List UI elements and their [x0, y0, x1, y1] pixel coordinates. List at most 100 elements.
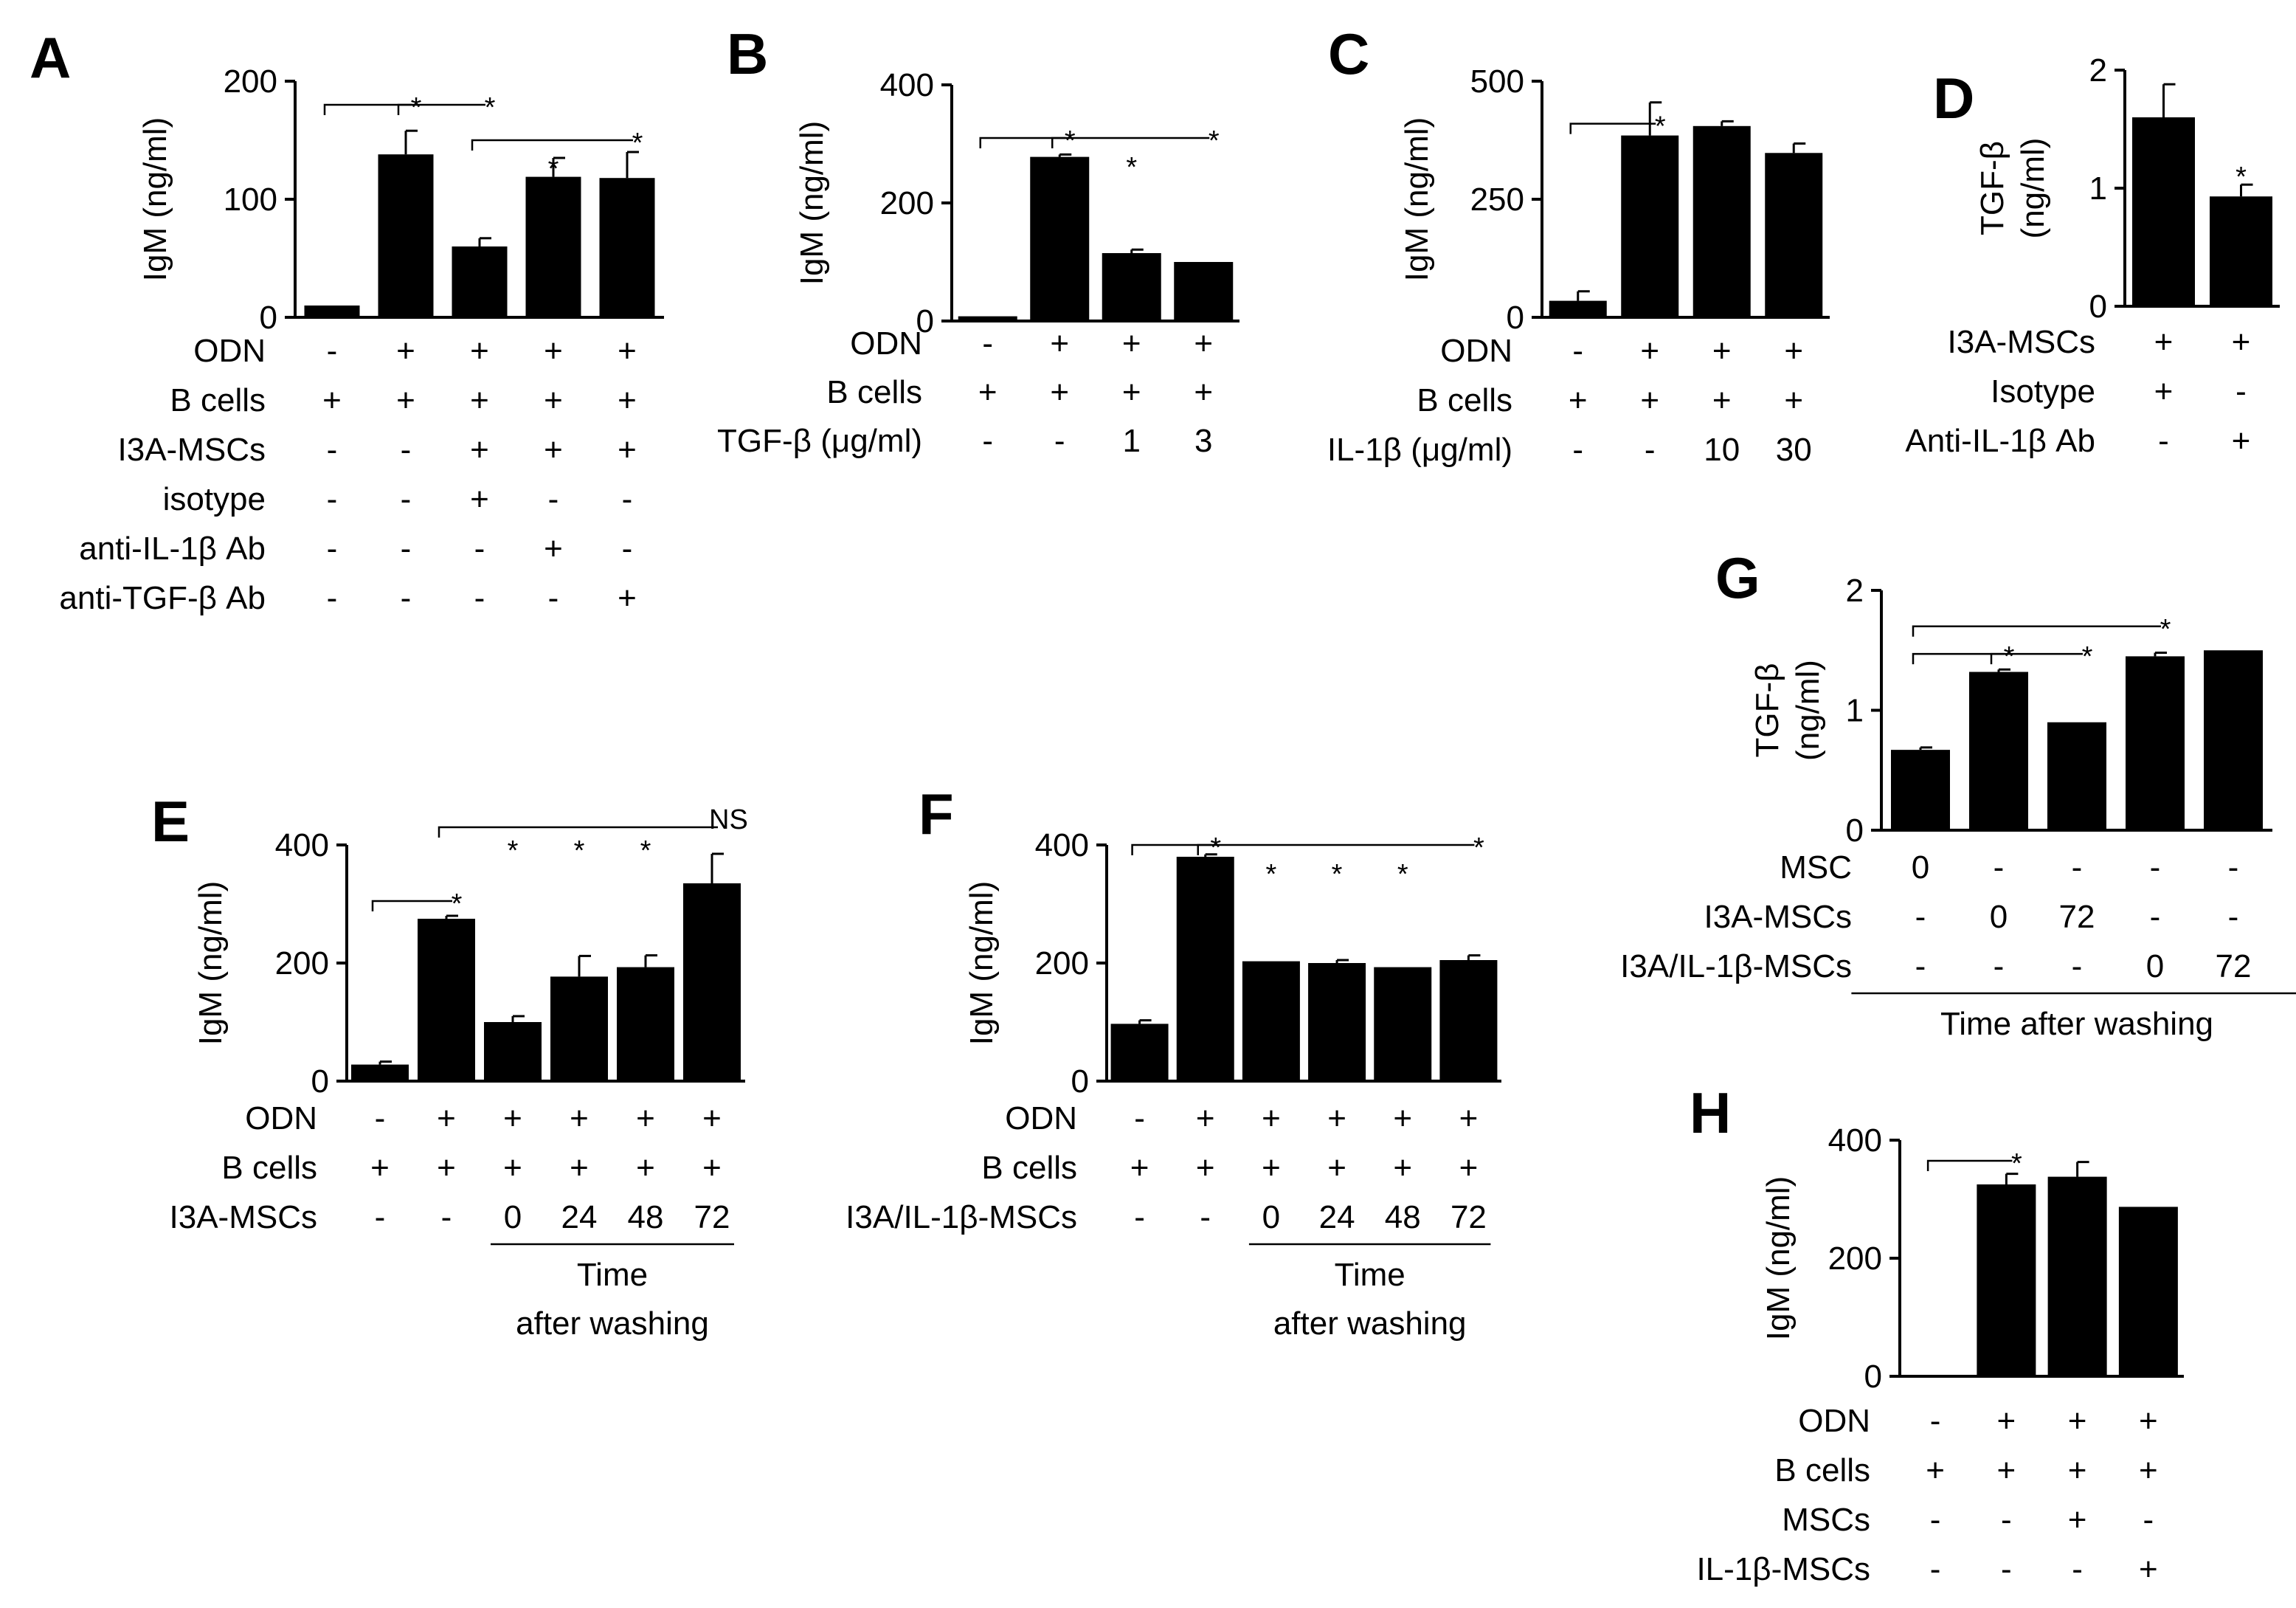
sig-mark-E: *	[574, 835, 585, 866]
y-tick-label-F: 200	[1035, 945, 1089, 981]
y-tick-label-F: 400	[1035, 827, 1089, 863]
condition-cell-E: 24	[561, 1199, 598, 1235]
condition-cell-A: +	[322, 382, 342, 418]
sig-mark-E: *	[640, 835, 651, 866]
condition-cell-A: -	[474, 531, 485, 567]
sig-bracket-F	[1131, 843, 1211, 855]
condition-label-A: I3A-MSCs	[118, 432, 266, 468]
condition-cell-H: -	[2072, 1551, 2083, 1587]
condition-cell-G: -	[2072, 948, 2083, 984]
condition-cell-H: +	[1997, 1403, 2016, 1439]
condition-cell-G: -	[2228, 899, 2239, 935]
condition-cell-F: 24	[1319, 1199, 1355, 1235]
panel-label-D: D	[1933, 66, 1974, 131]
condition-label-B: TGF-β (μg/ml)	[717, 423, 922, 459]
y-tick-label-H: 400	[1828, 1122, 1882, 1159]
condition-label-B: B cells	[826, 374, 922, 410]
condition-cell-C: +	[1640, 382, 1659, 418]
condition-cell-E: +	[437, 1150, 456, 1186]
condition-cell-H: +	[2068, 1452, 2087, 1488]
condition-cell-B: 1	[1123, 423, 1141, 459]
y-tick-label-B: 200	[880, 185, 934, 221]
bar-F-6	[1439, 960, 1498, 1081]
condition-cell-C: -	[1645, 432, 1656, 468]
condition-cell-H: -	[1930, 1403, 1941, 1439]
condition-cell-B: +	[1194, 374, 1213, 410]
condition-cell-E: -	[375, 1100, 386, 1136]
condition-cell-F: +	[1196, 1150, 1215, 1186]
y-tick-label-C: 250	[1470, 182, 1524, 218]
bar-C-2	[1621, 135, 1679, 317]
condition-cell-A: -	[401, 481, 412, 517]
sig-bracket-A	[323, 103, 412, 115]
footer-line1-F: Time	[1335, 1257, 1405, 1293]
y-tick-label-G: 2	[1846, 573, 1864, 609]
sig-bracket-G	[1912, 625, 2161, 637]
condition-cell-A: +	[470, 432, 489, 468]
condition-cell-A: +	[470, 481, 489, 517]
bar-G-3	[2047, 722, 2106, 830]
condition-cell-A: -	[401, 531, 412, 567]
y-tick-label-A: 200	[224, 63, 277, 100]
condition-label-G: I3A/IL-1β-MSCs	[1620, 948, 1852, 984]
condition-cell-H: -	[2143, 1502, 2154, 1538]
condition-cell-E: +	[702, 1100, 722, 1136]
condition-cell-E: 0	[504, 1199, 522, 1235]
condition-cell-A: +	[396, 382, 415, 418]
y-axis-label-B: IgM (ng/ml)	[794, 121, 830, 285]
sig-mark-F: *	[1397, 859, 1408, 890]
condition-label-A: anti-TGF-β Ab	[59, 580, 266, 616]
condition-cell-F: -	[1200, 1199, 1211, 1235]
condition-cell-A: +	[544, 531, 563, 567]
y-tick-label-A: 100	[224, 182, 277, 218]
condition-cell-G: -	[1915, 899, 1926, 935]
condition-cell-F: +	[1459, 1150, 1479, 1186]
bar-E-4	[550, 976, 608, 1081]
condition-cell-G: 72	[2216, 948, 2252, 984]
condition-cell-C: +	[1784, 333, 1803, 369]
condition-label-F: ODN	[1005, 1100, 1077, 1136]
bar-H-2	[1977, 1184, 2036, 1376]
bar-F-3	[1242, 961, 1300, 1081]
y-axis-label-A: IgM (ng/ml)	[137, 117, 173, 281]
bar-E-1	[351, 1064, 409, 1081]
sig-mark-A: *	[548, 153, 559, 184]
condition-cell-F: +	[1327, 1100, 1346, 1136]
sig-mark-B: *	[1126, 152, 1137, 183]
condition-cell-E: +	[636, 1100, 655, 1136]
bar-A-5	[599, 178, 655, 317]
condition-cell-A: +	[470, 333, 489, 369]
condition-label-D: Anti-IL-1β Ab	[1905, 423, 2095, 459]
y-tick-label-H: 200	[1828, 1240, 1882, 1277]
footer-line1-G: Time after washing	[1940, 1006, 2213, 1042]
condition-cell-F: 0	[1262, 1199, 1280, 1235]
condition-cell-G: 0	[1990, 899, 2008, 935]
bar-C-1	[1549, 300, 1607, 317]
condition-cell-E: +	[636, 1150, 655, 1186]
y-tick-label-A: 0	[260, 300, 277, 336]
sig-bracket-G	[1912, 652, 2005, 665]
condition-cell-G: -	[1994, 849, 2005, 886]
condition-cell-H: +	[2139, 1551, 2158, 1587]
condition-cell-A: -	[327, 580, 338, 616]
condition-cell-A: -	[401, 580, 412, 616]
condition-cell-H: +	[2068, 1502, 2087, 1538]
condition-cell-B: +	[1122, 374, 1141, 410]
y-axis-label-2-D: (ng/ml)	[2015, 138, 2051, 239]
condition-cell-G: 0	[2146, 948, 2164, 984]
condition-label-H: MSCs	[1782, 1502, 1870, 1538]
sig-label-B: *	[1065, 125, 1076, 156]
bar-E-3	[484, 1022, 542, 1081]
condition-cell-A: +	[618, 432, 637, 468]
y-tick-label-E: 200	[275, 945, 329, 981]
condition-cell-F: +	[1262, 1150, 1281, 1186]
condition-cell-F: -	[1134, 1100, 1145, 1136]
footer-line2-F: after washing	[1273, 1305, 1467, 1342]
condition-cell-E: +	[503, 1100, 522, 1136]
condition-cell-A: -	[327, 531, 338, 567]
sig-bracket-E	[371, 900, 452, 911]
condition-cell-A: +	[618, 333, 637, 369]
condition-cell-C: +	[1569, 382, 1588, 418]
condition-label-F: B cells	[981, 1150, 1077, 1186]
condition-cell-A: -	[327, 333, 338, 369]
